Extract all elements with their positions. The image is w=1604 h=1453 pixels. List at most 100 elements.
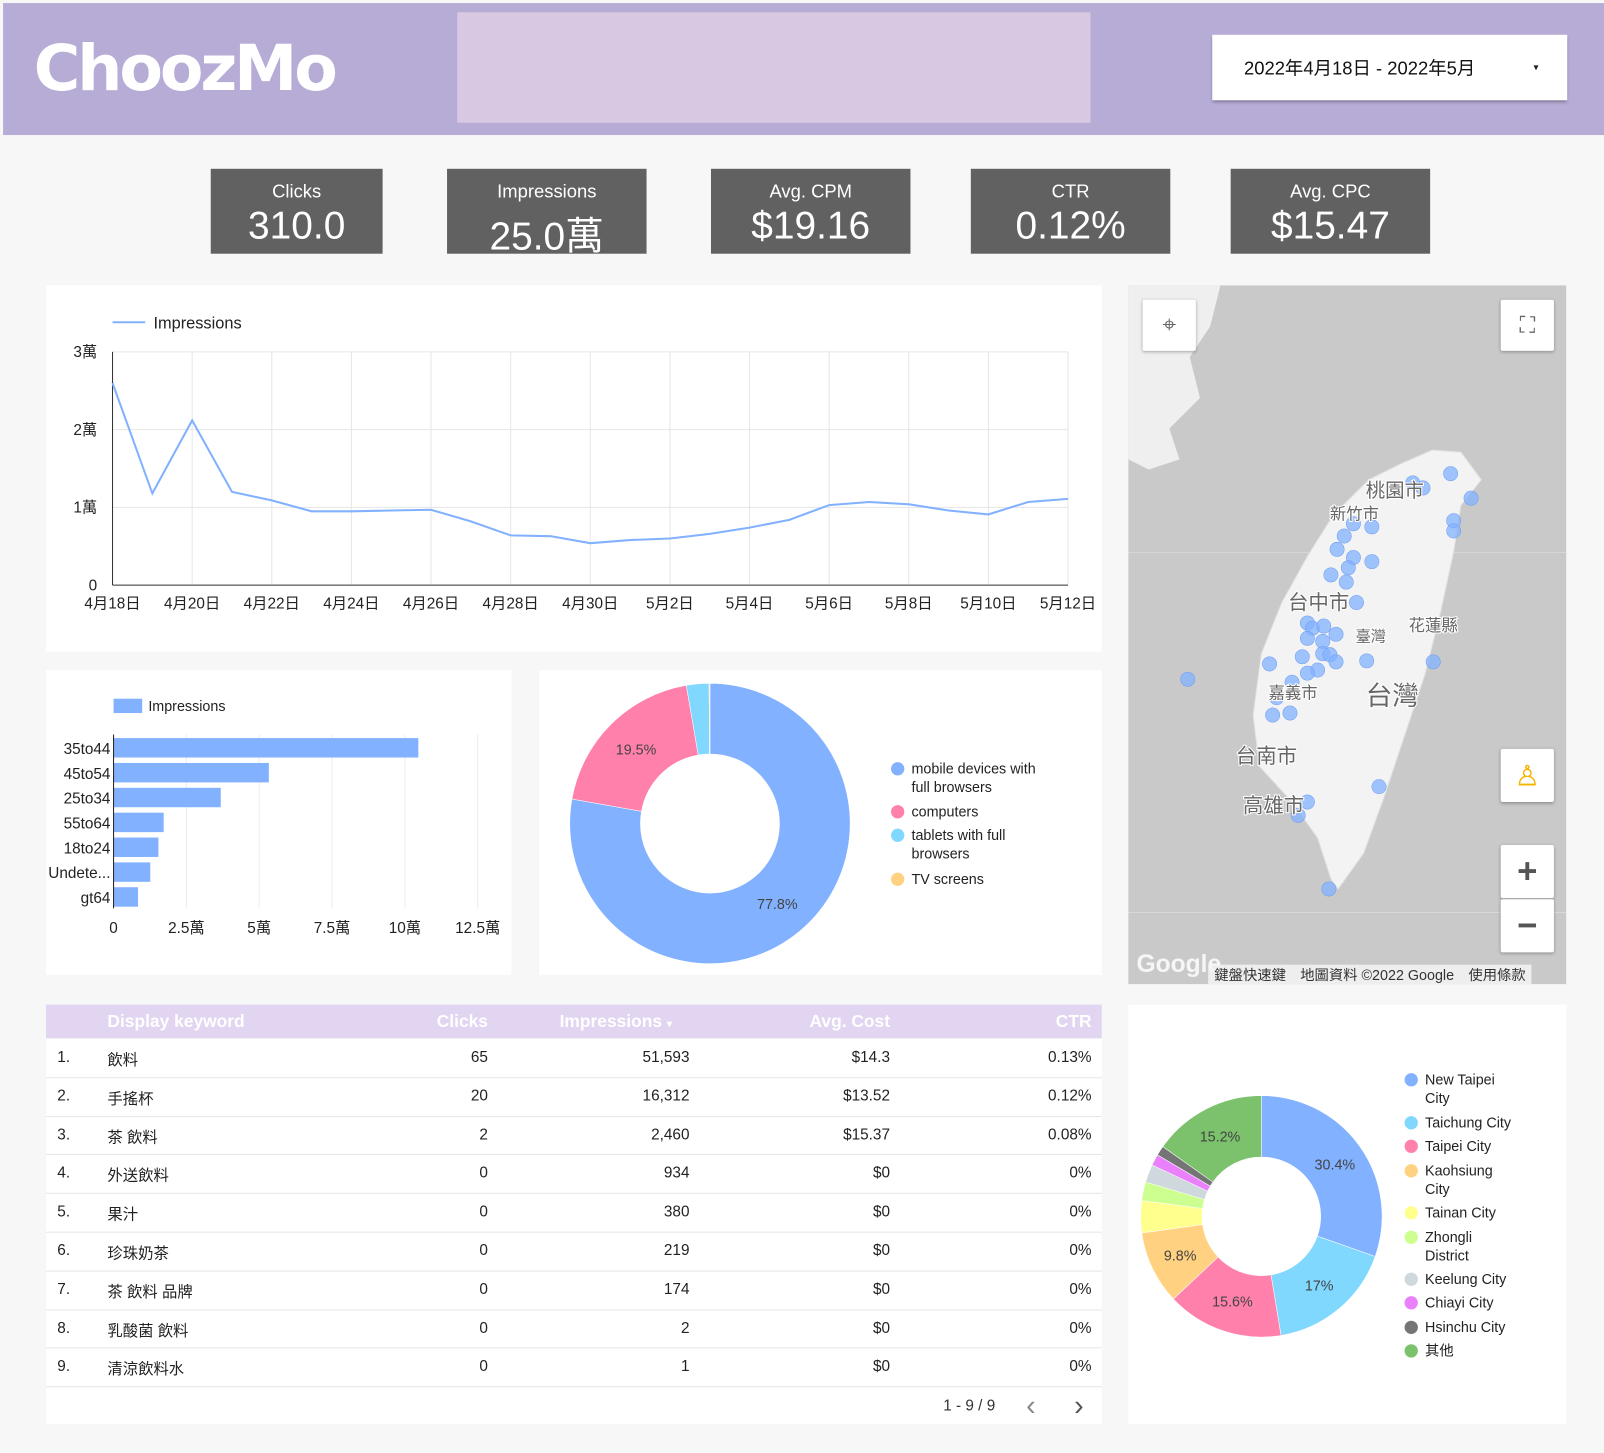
- map-place-label: 嘉義市: [1269, 685, 1318, 703]
- locate-icon[interactable]: ⌖: [1142, 299, 1196, 351]
- impressions-line-chart: Impressions 0 1萬 2萬 3萬 4月18日 4月20日 4月22日 4月24日 4…: [73, 314, 1096, 613]
- location-marker: [1269, 690, 1285, 706]
- row-number: 3.: [57, 1125, 71, 1144]
- legend-dot-icon: [1404, 1116, 1418, 1130]
- donut-slice: [571, 685, 699, 812]
- zoom-in-button[interactable]: +: [1500, 844, 1554, 899]
- column-header-avg-cost[interactable]: Avg. Cost: [809, 1011, 891, 1032]
- legend-item: computers: [891, 802, 1044, 820]
- fullscreen-icon[interactable]: ⛶: [1500, 299, 1554, 351]
- legend-dot-icon: [891, 828, 905, 842]
- legend-dot-icon: [1404, 1344, 1418, 1358]
- legend-item: Hsinchu City: [1404, 1318, 1520, 1336]
- location-marker: [1425, 654, 1441, 670]
- terms-link[interactable]: 使用條款: [1468, 966, 1526, 984]
- location-marker: [1299, 630, 1315, 646]
- kpi-value: $19.16: [751, 204, 871, 248]
- ctr-cell: 0.08%: [1048, 1125, 1092, 1144]
- donut-slice: [708, 683, 711, 755]
- bar: [113, 738, 419, 758]
- zoom-out-button[interactable]: −: [1500, 899, 1554, 953]
- donut-slice: [1261, 1095, 1383, 1257]
- kpi-value: 25.0萬: [489, 215, 605, 259]
- kpi-clicks: Clicks 310.0: [210, 168, 383, 254]
- y-tick-label: 1萬: [73, 500, 97, 517]
- table-row[interactable]: 8. 乳酸菌 飲料 0 2 $0 0%: [46, 1309, 1102, 1349]
- location-marker: [1328, 626, 1344, 642]
- map-place-label: 桃園市: [1366, 480, 1424, 502]
- x-tick-label: 5月8日: [885, 596, 933, 613]
- table-row[interactable]: 6. 珍珠奶茶 0 219 $0 0%: [46, 1232, 1102, 1272]
- map-footer: 鍵盤快速鍵 地圖資料 ©2022 Google 使用條款: [1208, 964, 1532, 985]
- legend-swatch-icon: [113, 698, 143, 714]
- donut-slice: [569, 683, 851, 964]
- kpi-ctr: CTR 0.12%: [970, 168, 1171, 254]
- legend-label: tablets with full browsers: [911, 826, 1006, 862]
- impressions-cell: 2,460: [651, 1125, 690, 1144]
- y-category-label: 25to34: [64, 791, 111, 808]
- geo-map[interactable]: 桃園市 新竹市 台中市 臺灣 花蓮縣 嘉義市 台灣 台南市 高雄市 ⌖ ⛶ ♙ + − Goog…: [1128, 285, 1567, 985]
- avg-cost-cell: $15.37: [843, 1125, 891, 1144]
- y-tick-label: 0: [89, 577, 98, 594]
- location-marker: [1446, 523, 1462, 539]
- prev-page-button[interactable]: ‹: [1026, 1389, 1036, 1421]
- legend-dot-icon: [1404, 1206, 1418, 1220]
- ctr-cell: 0.13%: [1048, 1048, 1092, 1066]
- location-marker: [1359, 653, 1375, 669]
- bar: [113, 837, 159, 857]
- column-header-keyword[interactable]: Display keyword: [107, 1011, 245, 1032]
- impressions-cell: 51,593: [642, 1048, 690, 1066]
- map-place-label: 高雄市: [1243, 794, 1304, 817]
- row-number: 8.: [57, 1319, 71, 1337]
- keyword-cell: 果汁: [107, 1206, 139, 1224]
- impressions-cell: 934: [663, 1164, 690, 1182]
- map-place-label: 花蓮縣: [1409, 617, 1458, 635]
- table-row[interactable]: 2. 手搖杯 20 16,312 $13.52 0.12%: [46, 1077, 1102, 1117]
- x-tick-label: 5月6日: [805, 596, 853, 613]
- x-tick-label: 4月22日: [244, 596, 300, 613]
- ctr-cell: 0%: [1069, 1164, 1092, 1182]
- map-place-label: 台南市: [1236, 745, 1297, 768]
- avg-cost-cell: $14.3: [851, 1048, 891, 1066]
- avg-cost-cell: $0: [872, 1319, 891, 1337]
- location-marker: [1346, 516, 1361, 532]
- legend-item: mobile devices with full browsers: [891, 759, 1044, 796]
- column-header-clicks[interactable]: Clicks: [436, 1011, 488, 1032]
- pegman-icon[interactable]: ♙: [1500, 748, 1554, 803]
- x-tick-label: 5月4日: [726, 596, 774, 613]
- x-tick-label: 5月2日: [646, 596, 694, 613]
- column-header-ctr[interactable]: CTR: [1055, 1011, 1092, 1032]
- table-row[interactable]: 1. 飲料 65 51,593 $14.3 0.13%: [46, 1038, 1102, 1079]
- impressions-cell: 380: [663, 1203, 690, 1221]
- legend-item: Taichung City: [1404, 1113, 1520, 1131]
- location-marker: [1338, 574, 1354, 590]
- date-range-text: 2022年4月18日 - 2022年5月: [1243, 58, 1476, 79]
- kpi-label: Clicks: [272, 181, 322, 202]
- table-row[interactable]: 7. 茶 飲料 品牌 0 174 $0 0%: [46, 1270, 1102, 1311]
- next-page-button[interactable]: ›: [1074, 1389, 1084, 1421]
- legend-item: Kaohsiung City: [1404, 1161, 1520, 1198]
- x-tick-label: 4月26日: [403, 596, 459, 613]
- location-marker: [1340, 560, 1356, 576]
- ctr-cell: 0.12%: [1048, 1087, 1092, 1105]
- legend-label: Tainan City: [1425, 1204, 1496, 1221]
- clicks-cell: 2: [479, 1125, 488, 1144]
- bar: [113, 762, 269, 783]
- location-marker: [1316, 618, 1332, 634]
- y-category-label: 35to44: [64, 741, 111, 758]
- table-row[interactable]: 9. 清涼飲料水 0 1 $0 0%: [46, 1348, 1102, 1388]
- clicks-cell: 0: [479, 1164, 488, 1182]
- table-row[interactable]: 3. 茶 飲料 2 2,460 $15.37 0.08%: [46, 1116, 1102, 1156]
- slice-label: 77.8%: [757, 897, 798, 913]
- table-row[interactable]: 4. 外送飲料 0 934 $0 0%: [46, 1154, 1102, 1195]
- date-range-picker[interactable]: 2022年4月18日 - 2022年5月 ▾: [1212, 34, 1568, 101]
- legend-label: 其他: [1425, 1342, 1454, 1359]
- kpi-impressions: Impressions 25.0萬: [447, 168, 647, 259]
- kpi-value: 0.12%: [1015, 204, 1126, 248]
- keyword-cell: 茶 飲料: [107, 1128, 158, 1147]
- table-row[interactable]: 5. 果汁 0 380 $0 0%: [46, 1193, 1102, 1233]
- keyboard-shortcuts-link[interactable]: 鍵盤快速鍵: [1214, 966, 1286, 984]
- column-header-impressions[interactable]: Impressions ▾: [560, 1005, 672, 1039]
- row-number: 6.: [57, 1241, 71, 1260]
